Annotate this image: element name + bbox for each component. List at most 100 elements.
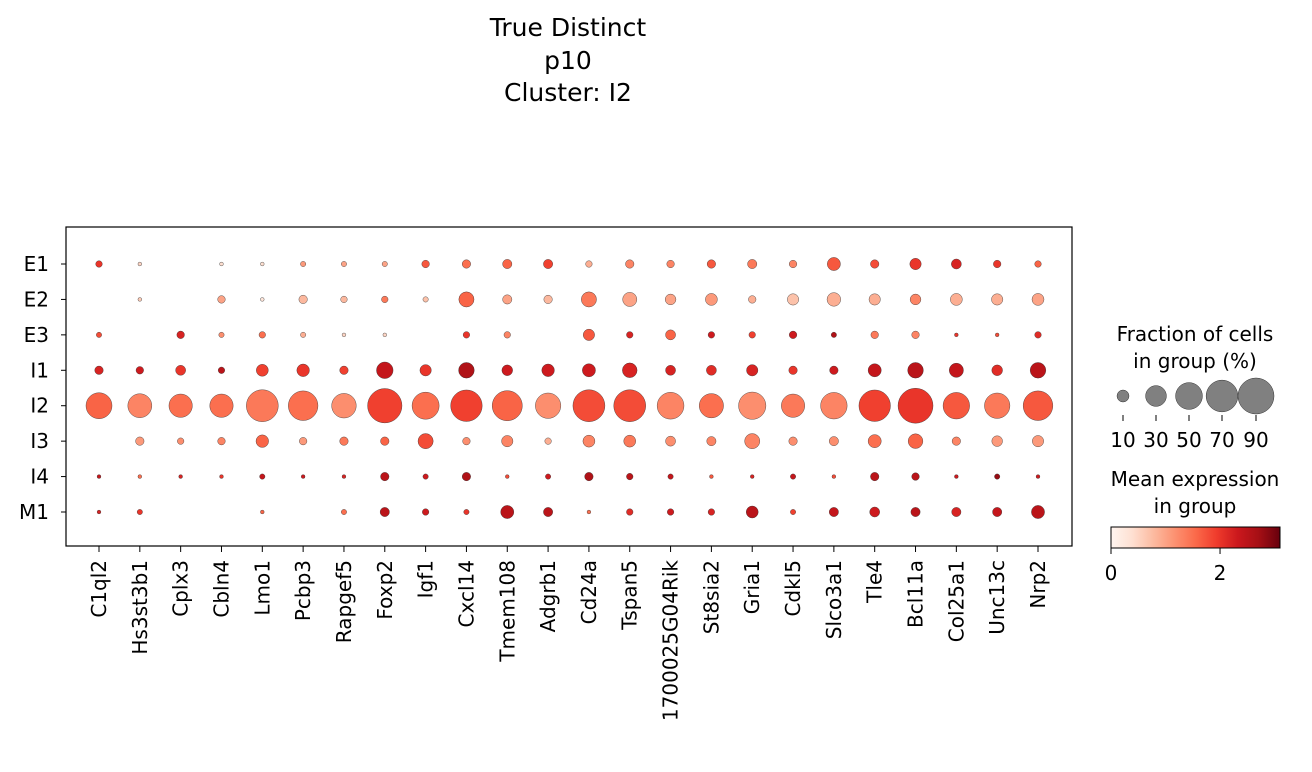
x-tick-label: Foxp2 bbox=[373, 560, 397, 620]
dot bbox=[911, 330, 920, 339]
dot bbox=[379, 507, 390, 517]
x-tick-label: Slco3a1 bbox=[822, 560, 846, 639]
dot bbox=[826, 292, 841, 307]
dot bbox=[367, 388, 403, 424]
dot bbox=[665, 435, 676, 447]
dot bbox=[501, 364, 513, 376]
dot bbox=[788, 436, 798, 446]
dot bbox=[543, 259, 553, 269]
dot bbox=[954, 332, 959, 337]
size-legend-label: 90 bbox=[1243, 428, 1268, 452]
dot bbox=[951, 436, 961, 446]
dot bbox=[458, 362, 475, 379]
size-legend-title-line-1: Fraction of cells bbox=[1117, 322, 1274, 346]
x-tick-label: Adgrb1 bbox=[536, 560, 560, 632]
dot bbox=[422, 508, 430, 516]
dot bbox=[422, 296, 429, 303]
y-tick-label: E1 bbox=[24, 252, 49, 276]
x-tick-label: Col25a1 bbox=[944, 560, 968, 642]
x-tick-label: Tspan5 bbox=[618, 560, 642, 631]
dot bbox=[341, 332, 347, 337]
dot bbox=[858, 389, 891, 422]
dot bbox=[543, 507, 553, 517]
size-legend: Fraction of cells in group (%) 10 30 50 70 9… bbox=[1110, 322, 1275, 452]
color-legend-title-line-2: in group bbox=[1154, 494, 1237, 518]
dot bbox=[829, 436, 839, 446]
y-axis: E1 E2 E3 I1 I2 I3 I4 M1 bbox=[19, 252, 66, 524]
dot bbox=[382, 332, 387, 337]
dot bbox=[96, 331, 102, 338]
dot bbox=[505, 474, 510, 479]
dot bbox=[581, 291, 597, 308]
dot bbox=[543, 294, 553, 304]
dot bbox=[1022, 390, 1054, 421]
dot bbox=[707, 331, 715, 339]
y-tick-label: E2 bbox=[24, 287, 49, 311]
dot bbox=[503, 331, 511, 339]
size-legend-dot bbox=[1145, 385, 1167, 407]
dot bbox=[829, 507, 839, 517]
size-legend-label: 50 bbox=[1176, 428, 1201, 452]
dot bbox=[1029, 362, 1047, 379]
dot bbox=[421, 260, 430, 268]
dot bbox=[582, 434, 596, 448]
dot bbox=[492, 390, 523, 421]
dot bbox=[951, 507, 962, 517]
dot bbox=[707, 508, 715, 516]
size-legend-items: 10 30 50 70 90 bbox=[1110, 377, 1275, 452]
dot bbox=[339, 365, 349, 375]
dot bbox=[656, 392, 685, 420]
size-legend-label: 10 bbox=[1110, 428, 1135, 452]
dot bbox=[789, 330, 798, 339]
size-legend-dot bbox=[1237, 377, 1275, 415]
x-tick-label: Nrp2 bbox=[1026, 560, 1050, 609]
dot bbox=[829, 365, 839, 375]
dot bbox=[747, 259, 758, 269]
dot bbox=[781, 393, 805, 418]
size-legend-label: 30 bbox=[1143, 428, 1168, 452]
dot bbox=[667, 508, 675, 516]
dot bbox=[738, 391, 767, 420]
x-tick-label: Cd24a bbox=[577, 560, 601, 624]
plot-frame bbox=[65, 226, 1073, 547]
dot bbox=[699, 393, 724, 419]
dot bbox=[867, 363, 882, 378]
dot bbox=[463, 509, 470, 515]
x-tick-label: Tle4 bbox=[863, 560, 887, 604]
dot bbox=[96, 474, 102, 479]
dot bbox=[583, 328, 595, 341]
chart-title: True Distinct p10 Cluster: I2 bbox=[489, 13, 647, 107]
dot bbox=[994, 473, 1001, 480]
dot bbox=[137, 474, 142, 479]
dot bbox=[339, 436, 349, 446]
x-tick-label: Hs3st3b1 bbox=[128, 560, 152, 655]
dot bbox=[950, 293, 963, 306]
dot bbox=[461, 259, 471, 269]
dot bbox=[582, 363, 596, 378]
dot bbox=[376, 361, 394, 379]
dot bbox=[341, 474, 347, 479]
dot bbox=[625, 259, 635, 269]
dot bbox=[535, 392, 562, 419]
dot bbox=[790, 473, 796, 480]
dot bbox=[135, 436, 145, 446]
x-tick-label: 1700025G04Rik bbox=[659, 560, 683, 721]
dot bbox=[135, 366, 144, 375]
dot bbox=[706, 259, 716, 269]
dot bbox=[897, 388, 934, 424]
dot bbox=[788, 365, 798, 375]
dot bbox=[869, 506, 880, 518]
x-tick-label: Cxcl14 bbox=[454, 560, 478, 627]
dot bbox=[585, 260, 593, 268]
dot bbox=[1031, 505, 1045, 519]
dot bbox=[175, 365, 186, 376]
dot bbox=[85, 392, 113, 419]
dot bbox=[341, 261, 347, 267]
dot bbox=[949, 362, 964, 378]
dot bbox=[666, 260, 675, 268]
dot bbox=[626, 331, 634, 339]
dot bbox=[951, 258, 962, 270]
y-tick-label: I4 bbox=[30, 465, 49, 489]
dot bbox=[909, 258, 922, 270]
x-axis: C1ql2 Hs3st3b1 Cplx3 Cbln4 Lmo1 Pcbp3 Rapgef5 F… bbox=[87, 546, 1050, 721]
